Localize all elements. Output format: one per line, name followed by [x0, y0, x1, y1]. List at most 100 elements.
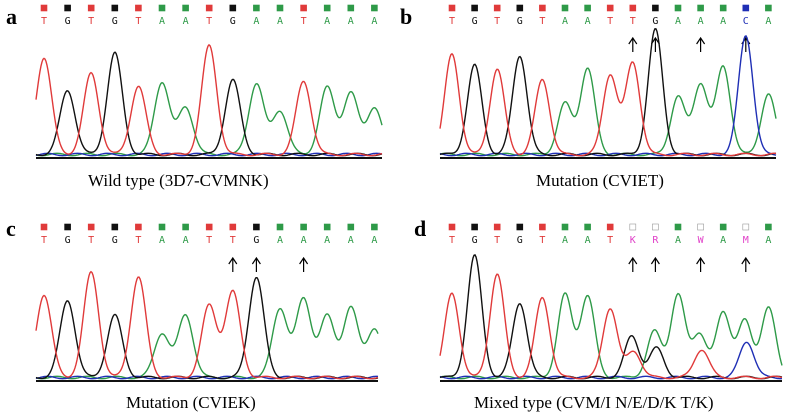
trace-a	[35, 81, 383, 157]
base-quality-box	[448, 223, 456, 231]
base-call-letter: A	[183, 16, 189, 27]
base-call-letter: A	[324, 235, 330, 246]
base-call-letter: G	[112, 235, 118, 246]
base-quality-box	[448, 4, 456, 12]
base-call-letter: A	[159, 235, 165, 246]
base-call-letter: T	[449, 16, 455, 27]
base-quality-box	[229, 223, 237, 231]
base-call-letter: A	[183, 235, 189, 246]
base-quality-box	[652, 223, 659, 231]
trace-t	[35, 43, 383, 157]
base-quality-box	[584, 4, 591, 12]
base-quality-box	[697, 223, 704, 231]
chromatogram-traces-b	[439, 28, 777, 157]
chromatogram-traces-c	[35, 270, 379, 380]
base-quality-box	[742, 223, 750, 231]
base-quality-box	[606, 223, 614, 231]
base-call-letter: T	[449, 235, 455, 246]
base-quality-box	[516, 4, 524, 12]
base-call-letter: A	[348, 16, 354, 27]
caption-d: Mixed type (CVM/I N/E/D/K T/K)	[474, 393, 714, 412]
mutation-arrow	[628, 256, 638, 272]
caption-a: Wild type (3D7-CVMNK)	[88, 171, 269, 190]
panel-label-c: c	[6, 216, 16, 241]
base-quality-box	[606, 4, 614, 12]
base-quality-box	[471, 223, 478, 231]
base-call-letter: A	[371, 235, 377, 246]
base-quality-box	[253, 223, 260, 231]
base-call-letter: M	[743, 235, 749, 246]
trace-g	[35, 277, 379, 380]
base-call-letter: A	[720, 16, 726, 27]
mutation-arrows-c	[228, 256, 309, 272]
panel-label-a: a	[6, 4, 17, 29]
trace-g	[439, 254, 783, 380]
mutation-arrow	[696, 256, 706, 272]
base-call-letter: G	[65, 16, 71, 27]
chromatogram-traces-d	[439, 254, 783, 380]
base-quality-box	[347, 223, 355, 231]
base-call-letter: A	[698, 16, 704, 27]
base-quality-box	[493, 4, 501, 12]
base-call-letter: K	[630, 235, 636, 246]
base-call-letter: T	[230, 235, 236, 246]
base-call-letter: A	[277, 16, 283, 27]
base-call-letter: A	[765, 16, 771, 27]
base-call-letter: A	[675, 235, 681, 246]
base-quality-box	[674, 4, 682, 12]
base-quality-box	[561, 4, 569, 12]
base-call-letter: T	[88, 235, 94, 246]
base-quality-box	[300, 4, 307, 12]
base-quality-box	[652, 4, 659, 12]
base-call-letter: A	[585, 16, 591, 27]
base-call-letter: T	[135, 235, 141, 246]
base-call-letter: G	[517, 16, 523, 27]
base-call-letter: G	[517, 235, 523, 246]
base-call-letter: A	[277, 235, 283, 246]
panel-label-d: d	[414, 216, 426, 241]
base-quality-box	[253, 4, 260, 12]
panel-d: d T G T G T A A T K R A W A M A Mixed type (CVM/I N/E/…	[414, 216, 783, 412]
mutation-arrow	[299, 256, 309, 272]
base-call-letter: A	[562, 16, 568, 27]
base-quality-box	[64, 223, 71, 231]
base-call-letter: A	[675, 16, 681, 27]
panel-c: c T G T G T A A T T G A A A A A Mutation (CVIEK)	[6, 216, 379, 412]
base-quality-box	[158, 4, 166, 12]
base-quality-box	[765, 223, 772, 231]
base-call-letter: A	[324, 16, 330, 27]
trace-g	[439, 28, 777, 157]
base-quality-box	[40, 4, 48, 12]
base-quality-box	[719, 223, 727, 231]
base-call-letter: G	[230, 16, 236, 27]
base-quality-box	[229, 4, 237, 12]
base-quality-box	[111, 4, 119, 12]
base-quality-box	[471, 4, 478, 12]
base-quality-box	[87, 4, 95, 12]
base-call-letter: T	[539, 16, 545, 27]
panel-a: a T G T G T A A T G A A T A A A Wild type (3D7-CVMNK)	[6, 4, 383, 190]
base-call-letter: A	[720, 235, 726, 246]
panel-b: b T G T G T A A T T G A A A C A Mutation (CVIET)	[400, 4, 777, 190]
base-call-letter: G	[652, 16, 658, 27]
base-quality-box	[765, 4, 772, 12]
base-quality-box	[158, 223, 166, 231]
base-call-letter: G	[112, 16, 118, 27]
base-quality-box	[182, 223, 189, 231]
base-call-letter: A	[562, 235, 568, 246]
base-call-letter: T	[607, 16, 613, 27]
base-quality-box	[323, 223, 331, 231]
mutation-arrow	[741, 256, 751, 272]
caption-b: Mutation (CVIET)	[536, 171, 664, 190]
base-quality-box	[205, 4, 213, 12]
trace-t	[439, 52, 777, 157]
base-quality-box	[539, 223, 546, 231]
base-call-letter: A	[371, 16, 377, 27]
base-quality-box	[742, 4, 750, 12]
base-call-letter: G	[253, 235, 259, 246]
base-call-letter: T	[206, 235, 212, 246]
trace-t	[439, 273, 783, 380]
mutation-arrow	[650, 36, 660, 52]
